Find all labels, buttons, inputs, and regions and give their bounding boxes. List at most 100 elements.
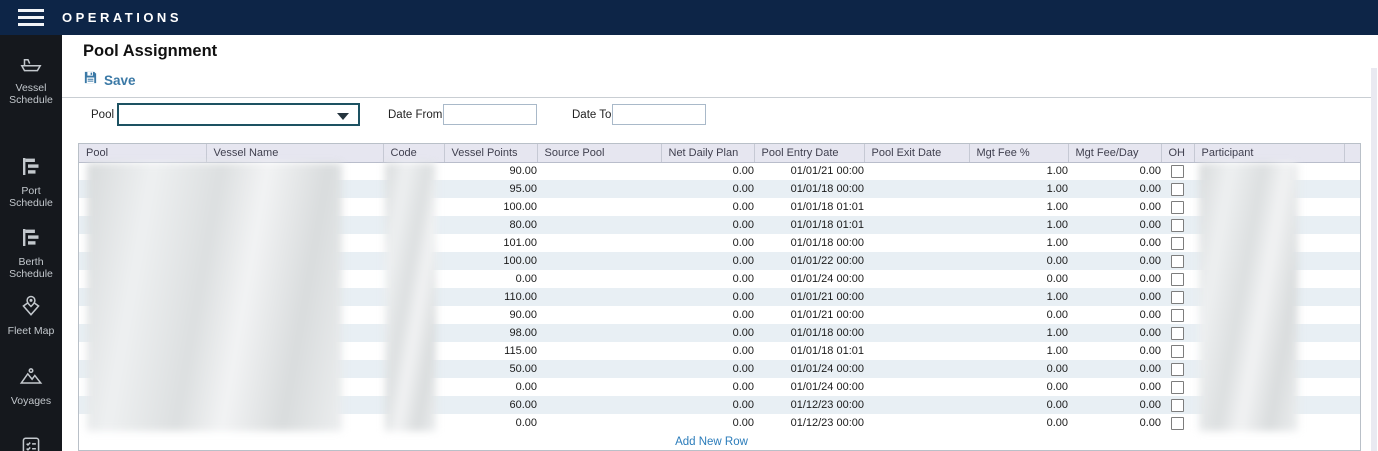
sidebar-item-tasks[interactable]: Tasks [0,435,62,451]
col-header-vessel-name[interactable]: Vessel Name [205,144,383,163]
grid-data-row[interactable]: 100.00 0.00 01/01/18 01:01 1.00 0.00 [79,198,1360,216]
cell-pool-exit-date [864,324,969,342]
date-to-label: Date To [572,109,612,121]
cell-pool-exit-date [864,414,969,432]
oh-checkbox[interactable] [1171,182,1184,196]
sidebar-item-voyages[interactable]: Voyages [0,363,62,407]
cell-source-pool [537,306,661,324]
col-header-source-pool[interactable]: Source Pool [536,144,661,163]
cell-mgt-fee-pct: 1.00 [969,216,1068,234]
sidebar-item-label: Berth Schedule [9,256,53,280]
oh-checkbox[interactable] [1171,380,1184,394]
app-title: OPERATIONS [62,10,182,25]
col-header-mgt-fee-day[interactable]: Mgt Fee/Day [1067,144,1161,163]
cell-source-pool [537,360,661,378]
vertical-scrollbar[interactable] [1371,68,1377,451]
cell-net-daily-plan: 0.00 [732,309,754,321]
cell-oh [1161,396,1194,414]
cell-oh [1161,162,1194,180]
hamburger-menu-icon[interactable] [18,9,44,26]
cell-filler [1344,378,1360,396]
cell-filler [1344,180,1360,198]
col-header-net-daily-plan[interactable]: Net Daily Plan [660,144,754,163]
grid-data-row[interactable]: 0.00 0.00 01/01/24 00:00 0.00 0.00 [79,378,1360,396]
cell-vessel-points: 101.00 [503,237,537,249]
cell-net-daily-plan: 0.00 [732,417,754,429]
col-header-oh[interactable]: OH [1160,144,1194,163]
cell-oh [1161,270,1194,288]
cell-oh [1161,288,1194,306]
sidebar-item-label: Voyages [10,395,52,407]
cell-vessel-points: 100.00 [444,252,537,270]
cell-oh [1161,252,1194,270]
cell-oh [1161,342,1194,360]
cell-mgt-fee-day: 0.00 [1139,345,1161,357]
col-header-pool-exit-date[interactable]: Pool Exit Date [863,144,969,163]
sidebar-item-berth-schedule[interactable]: Berth Schedule [0,226,62,280]
gantt-icon [0,155,62,179]
cell-mgt-fee-day: 0.00 [1139,309,1161,321]
col-header-vessel-points[interactable]: Vessel Points [443,144,537,163]
sidebar-item-label: Vessel Schedule [9,82,53,106]
oh-checkbox[interactable] [1171,308,1184,322]
oh-checkbox[interactable] [1171,344,1184,358]
cell-mgt-fee-day: 0.00 [1139,381,1161,393]
oh-checkbox[interactable] [1171,290,1184,304]
cell-vessel-points: 90.00 [509,309,537,321]
cell-pool-entry-date: 01/01/24 00:00 [790,273,864,285]
date-from-input[interactable] [443,104,537,125]
grid-data-row[interactable]: 101.00 0.00 01/01/18 00:00 1.00 0.00 [79,234,1360,252]
oh-checkbox[interactable] [1171,398,1184,412]
sidebar-item-port-schedule[interactable]: Port Schedule [0,155,62,209]
cell-vessel-points: 90.00 [509,165,537,178]
col-header-participant[interactable]: Participant [1193,144,1344,163]
grid-data-row[interactable]: 0.00 0.00 01/12/23 00:00 0.00 0.00 [79,414,1360,432]
sidebar-item-fleet-map[interactable]: Fleet Map [0,293,62,337]
oh-checkbox[interactable] [1171,200,1184,214]
save-button[interactable]: Save [83,70,136,90]
cell-source-pool [537,378,661,396]
date-to-input[interactable] [612,104,706,125]
cell-source-pool [537,252,661,270]
col-header-pool-entry-date[interactable]: Pool Entry Date [753,144,864,163]
cell-source-pool [537,234,661,252]
cell-mgt-fee-day: 0.00 [1139,273,1161,285]
cell-source-pool [537,180,661,198]
oh-checkbox[interactable] [1171,236,1184,250]
cell-oh [1161,216,1194,234]
grid-data-row[interactable]: 115.00 0.00 01/01/18 01:01 1.00 0.00 [79,342,1360,360]
oh-checkbox[interactable] [1171,164,1184,178]
cell-pool-exit-date [864,270,969,288]
oh-checkbox[interactable] [1171,416,1184,430]
cell-source-pool [537,270,661,288]
col-header-mgt-fee-pct[interactable]: Mgt Fee % [968,144,1068,163]
sidebar-nav: Vessel Schedule Port Schedule [0,35,62,451]
grid-data-row[interactable]: 0.00 0.00 01/01/24 00:00 0.00 0.00 [79,270,1360,288]
col-header-pool[interactable]: Pool [79,144,206,163]
cell-vessel-points: 50.00 [444,360,537,378]
cell-vessel-points: 0.00 [515,417,537,429]
cell-oh [1161,234,1194,252]
cell-source-pool [537,288,661,306]
oh-checkbox[interactable] [1171,218,1184,232]
oh-checkbox[interactable] [1171,326,1184,340]
grid-data-row[interactable]: 90.00 0.00 01/01/21 00:00 1.00 0.00 [79,162,1360,180]
cell-mgt-fee-pct: 0.00 [1046,381,1068,393]
cell-oh [1161,180,1194,198]
sidebar-item-label: Fleet Map [7,325,55,337]
oh-checkbox[interactable] [1171,254,1184,268]
cell-pool-entry-date: 01/01/21 00:00 [790,165,864,178]
cell-mgt-fee-day: 0.00 [1068,360,1161,378]
cell-mgt-fee-day: 0.00 [1068,216,1161,234]
col-header-code[interactable]: Code [382,144,444,163]
oh-checkbox[interactable] [1171,272,1184,286]
add-new-row-link[interactable]: Add New Row [675,436,748,448]
oh-checkbox[interactable] [1171,362,1184,376]
cell-vessel-points: 110.00 [444,288,537,306]
pool-select[interactable] [117,103,360,126]
sidebar-item-vessel-schedule[interactable]: Vessel Schedule [0,50,62,106]
cell-pool-entry-date: 01/12/23 00:00 [754,396,864,414]
cell-mgt-fee-day: 0.00 [1139,417,1161,429]
cell-pool-exit-date [864,216,969,234]
grid-data-row[interactable]: 90.00 0.00 01/01/21 00:00 0.00 0.00 [79,306,1360,324]
